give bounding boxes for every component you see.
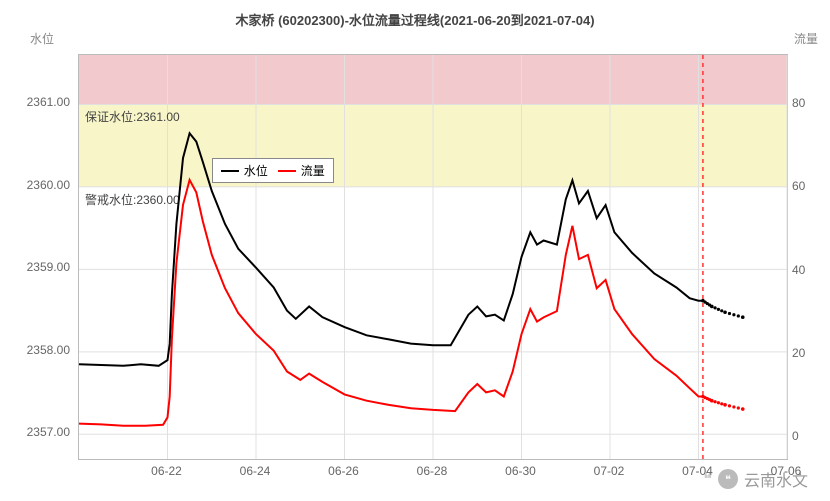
y-left-tick-label: 2358.00 <box>0 343 70 357</box>
y-right-tick-label: 40 <box>792 263 805 277</box>
x-tick-label: 06-26 <box>328 464 359 478</box>
y-right-tick-label: 20 <box>792 346 805 360</box>
chart-title: 木家桥 (60202300)-水位流量过程线(2021-06-20到2021-0… <box>0 10 830 29</box>
x-tick-label: 06-22 <box>151 464 182 478</box>
y-right-tick-label: 0 <box>792 429 799 443</box>
plot-area: 保证水位:2361.00警戒水位:2360.00 水位流量 <box>78 54 788 460</box>
series-layer <box>79 55 787 459</box>
y-left-tick-label: 2361.00 <box>0 95 70 109</box>
y-right-tick-label: 60 <box>792 179 805 193</box>
x-tick-label: 07-02 <box>594 464 625 478</box>
legend-item: 水位 <box>221 162 268 179</box>
legend-swatch <box>278 170 296 172</box>
y-right-tick-label: 80 <box>792 96 805 110</box>
legend-label: 流量 <box>301 162 325 179</box>
x-tick-label: 06-28 <box>417 464 448 478</box>
x-tick-label: 07-04 <box>682 464 713 478</box>
legend-label: 水位 <box>244 162 268 179</box>
x-tick-label: 06-24 <box>240 464 271 478</box>
legend: 水位 流量 <box>212 158 334 183</box>
y-left-tick-label: 2357.00 <box>0 425 70 439</box>
y-left-tick-label: 2360.00 <box>0 178 70 192</box>
y-left-axis-title: 水位 <box>30 30 54 47</box>
x-tick-label: 06-30 <box>505 464 536 478</box>
watermark-bubble-icon: ❝ <box>718 469 738 489</box>
x-tick-label: 07-06 <box>771 464 802 478</box>
legend-swatch <box>221 170 239 172</box>
legend-item: 流量 <box>278 162 325 179</box>
y-right-axis-title: 流量 <box>794 30 818 47</box>
y-left-tick-label: 2359.00 <box>0 260 70 274</box>
